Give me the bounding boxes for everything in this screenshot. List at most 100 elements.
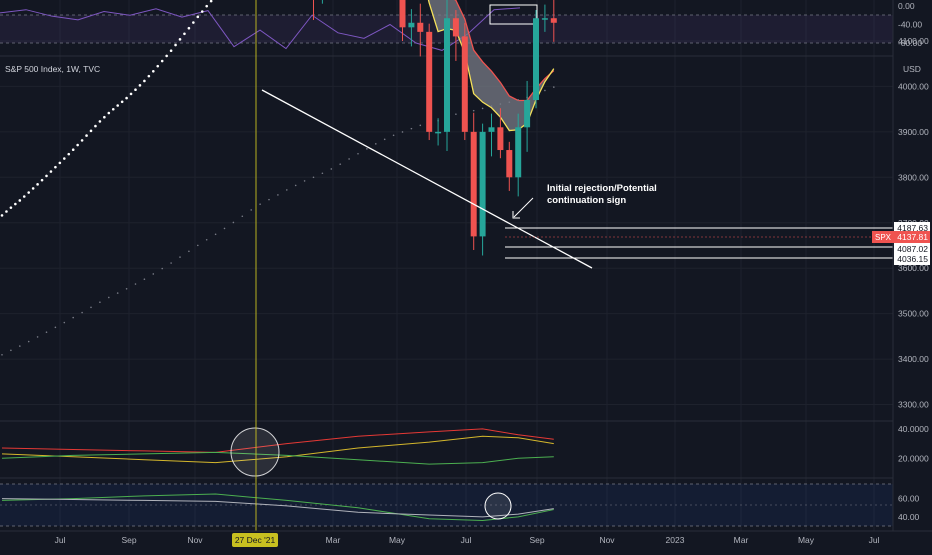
dmi-pane[interactable] xyxy=(1,427,554,477)
long-ma-dot xyxy=(27,340,30,343)
long-ma-dot xyxy=(499,103,502,105)
spx-label-tag xyxy=(872,231,894,243)
oscillator-line xyxy=(0,7,521,51)
long-ma-dot xyxy=(152,273,155,275)
candle-body xyxy=(461,36,468,132)
long-ma-dot xyxy=(134,283,137,285)
currency-label: USD xyxy=(903,64,921,74)
candle-body xyxy=(524,100,531,128)
ma-dot xyxy=(174,43,177,47)
long-ma-dot xyxy=(179,256,181,258)
crosshair-date-tag xyxy=(232,533,278,547)
ma-dot xyxy=(94,124,97,128)
time-tick-label: 2023 xyxy=(666,535,685,545)
price-tick-label: 4100.00 xyxy=(898,36,929,46)
dmi-plus-line xyxy=(1,451,554,465)
ma-dot xyxy=(14,202,17,206)
ma-dot xyxy=(183,32,186,36)
symbol-title[interactable]: S&P 500 Index, 1W, TVC xyxy=(5,64,100,74)
ma-dot xyxy=(209,0,213,3)
long-ma-dot xyxy=(419,124,422,127)
annotation-line-1: Initial rejection/Potential xyxy=(547,183,657,194)
long-ma-dot xyxy=(250,209,252,211)
long-ma-dot xyxy=(321,172,324,175)
long-ma-dot xyxy=(553,86,555,88)
candle-body xyxy=(488,127,495,132)
long-ma-dot xyxy=(259,203,261,205)
long-ma-dot xyxy=(54,326,57,329)
price-pane[interactable]: Initial rejection/Potential continuation… xyxy=(0,0,893,356)
long-ma-dots xyxy=(1,86,555,356)
time-tick-label: May xyxy=(389,535,406,545)
long-ma-dot xyxy=(36,336,39,338)
last-price-text: 4137.81 xyxy=(897,232,928,242)
ma-dot xyxy=(156,64,160,68)
level-tag-2 xyxy=(894,243,930,255)
price-tick-label: 3600.00 xyxy=(898,263,929,273)
long-ma-dot xyxy=(1,353,3,356)
candles xyxy=(313,0,557,256)
price-tick-label: 3500.00 xyxy=(898,309,929,319)
long-ma-dot xyxy=(232,221,235,224)
candle-body xyxy=(444,18,450,132)
long-ma-dot xyxy=(214,233,217,236)
long-ma-dot xyxy=(410,127,413,130)
candle-body xyxy=(435,131,442,134)
long-ma-dot xyxy=(481,107,484,110)
momentum-pane[interactable] xyxy=(0,483,893,527)
ema-slow-line xyxy=(454,0,555,102)
price-tick-label: 3400.00 xyxy=(898,354,929,364)
long-ma-dot xyxy=(161,267,163,270)
ma-dot xyxy=(134,88,137,91)
ma-dot xyxy=(49,170,53,173)
long-ma-dot xyxy=(188,250,190,253)
ema-ribbon xyxy=(428,0,554,131)
long-ma-dot xyxy=(81,311,83,314)
long-ma-dot xyxy=(544,89,546,92)
momentum-tick-label: 60.00 xyxy=(898,494,920,504)
long-ma-dot xyxy=(455,113,457,115)
ma-dot xyxy=(192,21,195,24)
time-tick-label: Sep xyxy=(121,535,136,545)
time-tick-label: Mar xyxy=(326,535,341,545)
candle-body xyxy=(417,22,424,32)
ma-dot xyxy=(147,74,151,78)
level-tag-2-text: 4087.02 xyxy=(897,244,928,254)
long-ma-dot xyxy=(19,345,21,347)
oscillator-tick-label: -80.00 xyxy=(898,38,922,48)
descending-trendline[interactable] xyxy=(261,89,593,269)
oscillator-tick-label: 0.00 xyxy=(898,1,915,11)
long-ma-dot xyxy=(125,287,128,290)
dmi-tick-label: 20.0000 xyxy=(898,453,929,463)
ma-dot xyxy=(107,111,111,115)
ma-dot xyxy=(36,183,39,186)
long-ma-dot xyxy=(268,198,270,201)
time-tick-label: Jul xyxy=(55,535,66,545)
ma-dot xyxy=(31,187,35,190)
ma-dot xyxy=(111,107,115,111)
candle-body xyxy=(550,18,557,23)
ma-dot xyxy=(165,54,168,58)
ma-dot xyxy=(45,174,48,178)
ma-dot xyxy=(67,152,71,156)
time-axis[interactable]: Jul Sep Nov Mar May Jul Sep Nov 2023 Mar May Jul xyxy=(55,535,880,545)
ma-dot xyxy=(125,96,128,100)
ma-dot xyxy=(40,178,44,182)
long-ma-dot xyxy=(383,138,386,141)
spx-label-text: SPX xyxy=(875,233,892,242)
last-price-tag xyxy=(894,231,930,243)
ma-dot xyxy=(18,199,22,202)
long-ma-dot xyxy=(143,278,146,280)
ma-dot xyxy=(143,79,146,83)
long-ma-dot xyxy=(375,143,377,145)
ma-dot xyxy=(85,134,88,137)
long-ma-dot xyxy=(197,244,199,247)
ma-dot xyxy=(98,120,102,123)
ma-dot xyxy=(196,15,200,19)
long-ma-dot xyxy=(205,238,208,241)
long-ma-dot xyxy=(330,168,333,170)
ma-dot xyxy=(200,10,204,13)
ma-dots xyxy=(0,0,213,217)
